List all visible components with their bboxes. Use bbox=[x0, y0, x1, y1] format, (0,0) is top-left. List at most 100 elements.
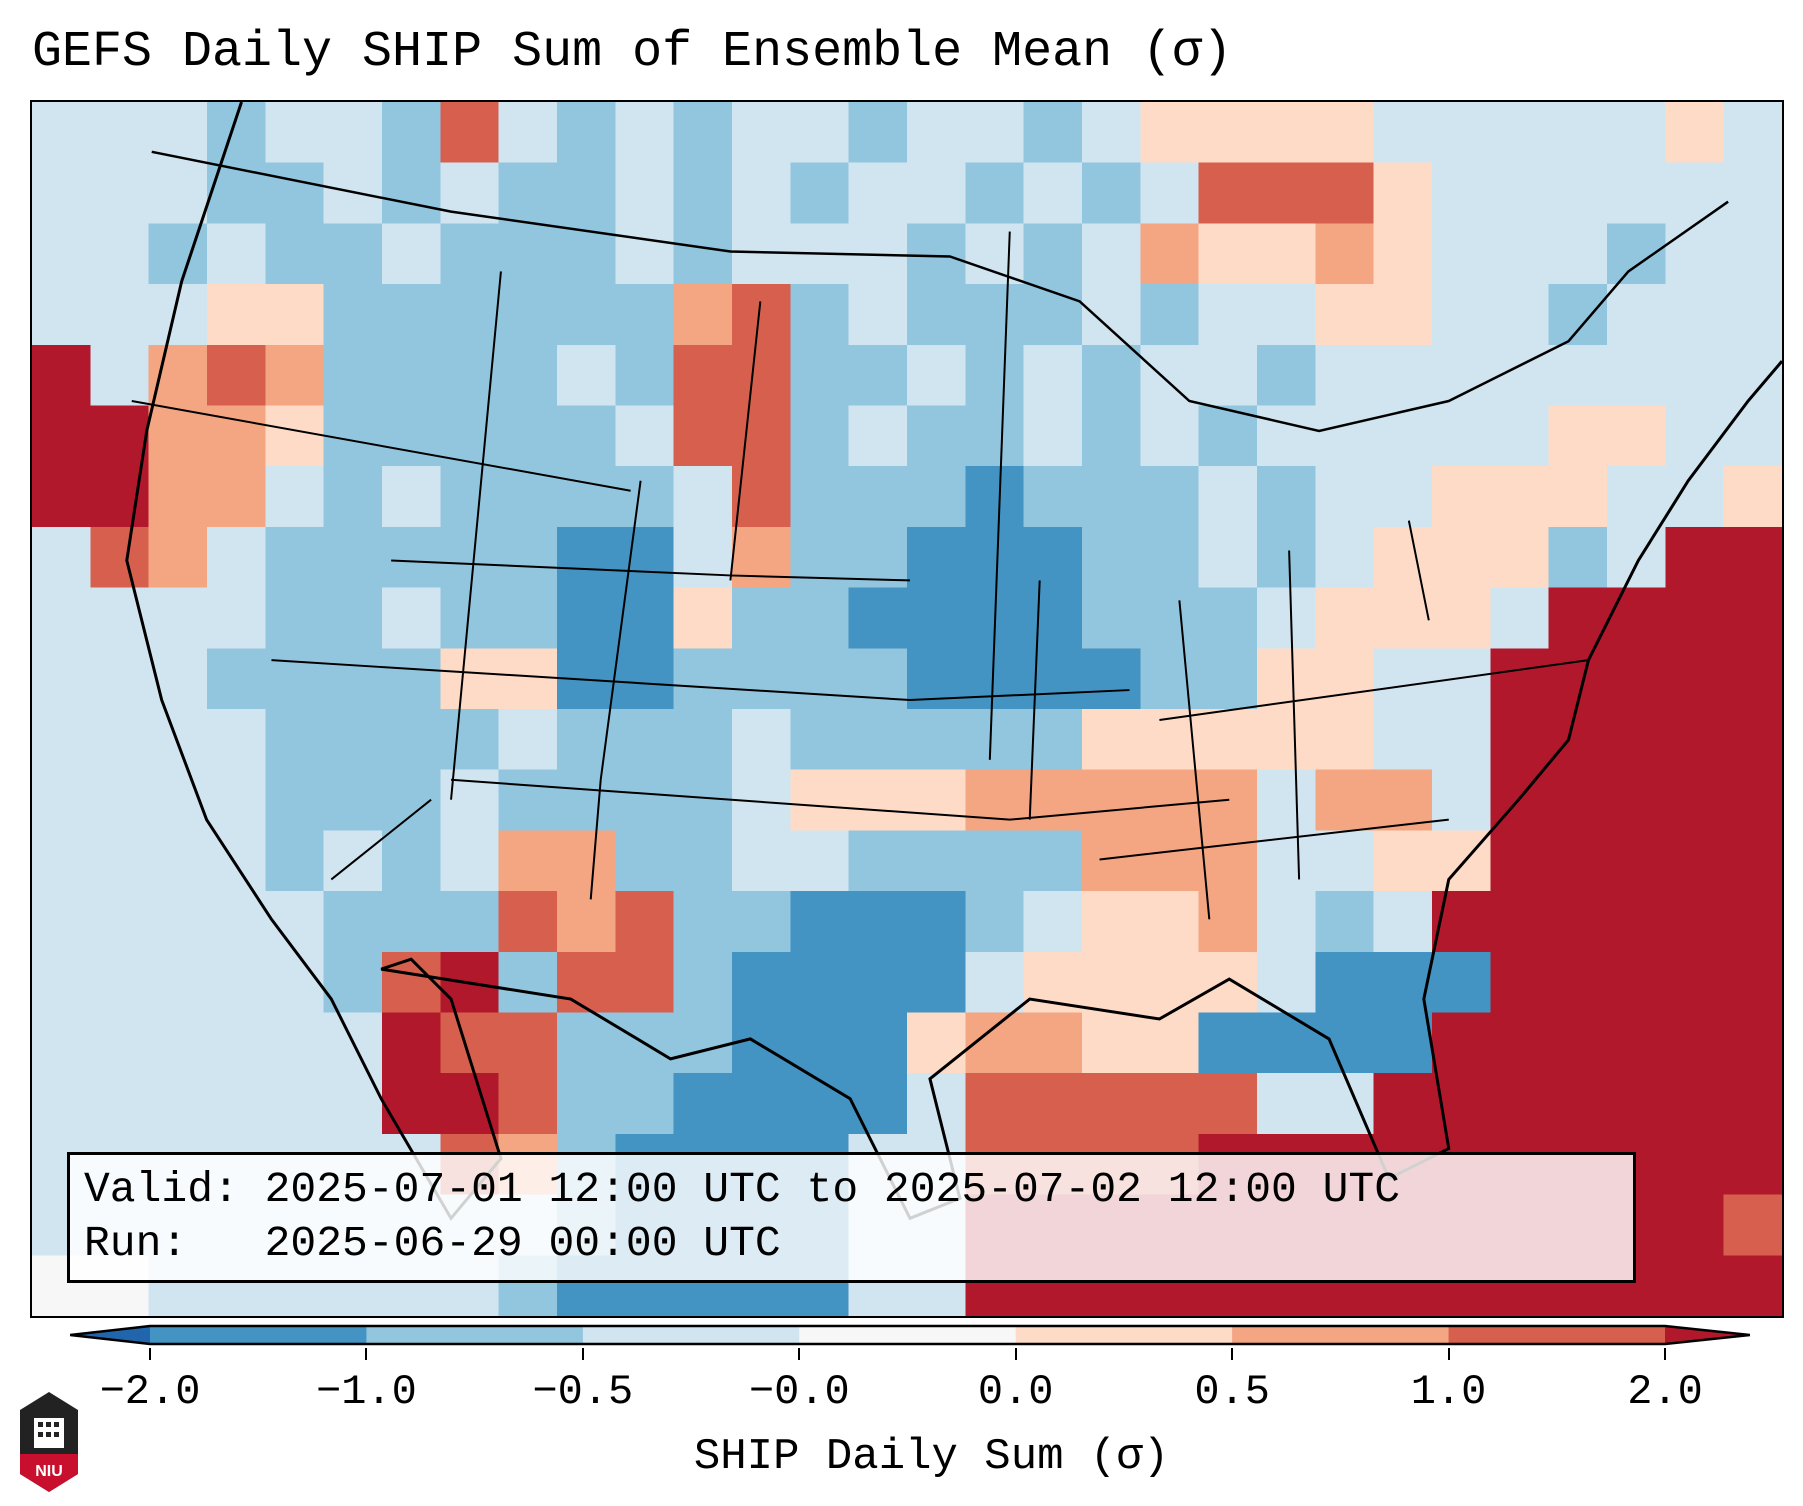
field-cell bbox=[207, 769, 267, 832]
field-cell bbox=[1082, 587, 1142, 650]
field-cell bbox=[382, 648, 442, 711]
field-cell bbox=[1198, 162, 1259, 225]
field-cell bbox=[32, 102, 92, 164]
field-cell bbox=[207, 1073, 267, 1136]
field-cell bbox=[615, 769, 675, 832]
field-cell bbox=[732, 830, 792, 893]
colorbar-tick bbox=[1447, 1348, 1450, 1360]
field-cell bbox=[1082, 223, 1142, 286]
field-cell bbox=[1490, 587, 1550, 650]
field-cell bbox=[1490, 891, 1550, 954]
field-cell bbox=[557, 405, 617, 468]
field-cell bbox=[790, 344, 850, 407]
field-cell bbox=[207, 648, 267, 711]
field-cell bbox=[848, 162, 909, 225]
field-cell bbox=[1607, 526, 1667, 589]
field-cell bbox=[1723, 769, 1782, 832]
field-cell bbox=[1373, 466, 1434, 529]
field-cell bbox=[1315, 162, 1375, 225]
field-cell bbox=[673, 526, 734, 589]
field-cell bbox=[265, 1073, 325, 1136]
colorbar-tick-label: −0.0 bbox=[748, 1368, 850, 1416]
field-cell bbox=[615, 466, 675, 529]
field-cell bbox=[1723, 223, 1782, 286]
field-cell bbox=[1490, 1073, 1550, 1136]
field-cell bbox=[498, 526, 559, 589]
field-cell bbox=[207, 891, 267, 954]
field-cell bbox=[1198, 284, 1259, 347]
field-cell bbox=[1548, 1012, 1609, 1075]
field-cell bbox=[1023, 1012, 1084, 1075]
field-cell bbox=[498, 405, 559, 468]
field-cell bbox=[32, 223, 92, 286]
field-cell bbox=[382, 1012, 442, 1075]
field-cell bbox=[148, 1073, 209, 1136]
field-cell bbox=[1665, 769, 1725, 832]
field-cell bbox=[732, 587, 792, 650]
field-cell bbox=[673, 1012, 734, 1075]
colorbar-segment bbox=[366, 1326, 584, 1344]
field-cell bbox=[1607, 769, 1667, 832]
field-cell bbox=[32, 951, 92, 1014]
run-time-text: Run: 2025-06-29 00:00 UTC bbox=[84, 1219, 781, 1268]
canada-border bbox=[151, 150, 1729, 433]
field-cell bbox=[907, 466, 967, 529]
field-cell bbox=[323, 769, 384, 832]
field-cell bbox=[557, 102, 617, 164]
field-cell bbox=[1257, 526, 1317, 589]
field-cell bbox=[1665, 284, 1725, 347]
field-cell bbox=[1723, 830, 1782, 893]
field-cell bbox=[1315, 951, 1375, 1014]
field-cell bbox=[1023, 587, 1084, 650]
field-cell bbox=[673, 405, 734, 468]
field-cell bbox=[1665, 1073, 1725, 1136]
field-cell bbox=[615, 830, 675, 893]
field-cell bbox=[615, 223, 675, 286]
field-cell bbox=[615, 709, 675, 771]
field-cell bbox=[1607, 102, 1667, 164]
field-cell bbox=[1257, 405, 1317, 468]
field-cell bbox=[557, 830, 617, 893]
field-cell bbox=[1315, 648, 1375, 711]
field-cell bbox=[1373, 769, 1434, 832]
field-cell bbox=[1723, 587, 1782, 650]
field-cell bbox=[1490, 162, 1550, 225]
field-cell bbox=[207, 587, 267, 650]
field-cell bbox=[1490, 526, 1550, 589]
field-cell bbox=[907, 830, 967, 893]
colorbar-min-extend bbox=[70, 1326, 150, 1344]
field-cell bbox=[1548, 405, 1609, 468]
field-cell bbox=[440, 102, 500, 164]
field-cell bbox=[382, 344, 442, 407]
map-panel bbox=[30, 100, 1784, 1318]
field-cell bbox=[790, 1012, 850, 1075]
field-cell bbox=[440, 405, 500, 468]
field-cell bbox=[965, 526, 1025, 589]
field-cell bbox=[1140, 223, 1200, 286]
field-cell bbox=[790, 405, 850, 468]
field-cell bbox=[673, 162, 734, 225]
field-cell bbox=[848, 1073, 909, 1136]
field-cell bbox=[1257, 102, 1317, 164]
svg-text:NIU: NIU bbox=[35, 1463, 63, 1480]
field-cell bbox=[323, 344, 384, 407]
field-cell bbox=[1490, 223, 1550, 286]
field-cell bbox=[1490, 284, 1550, 347]
field-cell bbox=[207, 466, 267, 529]
field-cell bbox=[148, 891, 209, 954]
field-cell bbox=[673, 830, 734, 893]
field-cell bbox=[90, 526, 150, 589]
field-cell bbox=[615, 344, 675, 407]
field-cell bbox=[32, 769, 92, 832]
field-cell bbox=[965, 405, 1025, 468]
colorbar-tick-label: −0.5 bbox=[532, 1368, 634, 1416]
field-cell bbox=[1607, 223, 1667, 286]
field-cell bbox=[907, 162, 967, 225]
field-cell bbox=[382, 587, 442, 650]
field-cell bbox=[965, 709, 1025, 771]
field-cell bbox=[1257, 1073, 1317, 1136]
field-cell bbox=[557, 951, 617, 1014]
field-cell bbox=[1315, 526, 1375, 589]
field-cell bbox=[673, 709, 734, 771]
field-cell bbox=[615, 891, 675, 954]
